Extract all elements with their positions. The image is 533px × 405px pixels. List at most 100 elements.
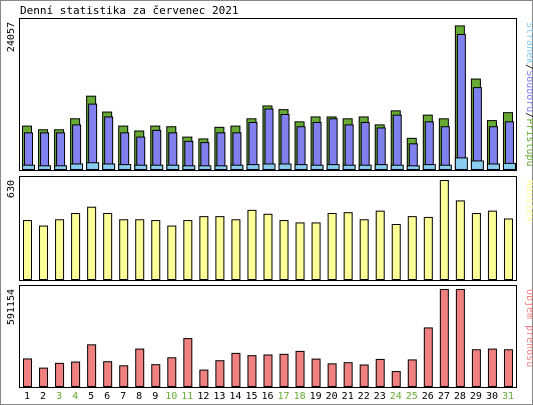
bar-visits [151, 220, 161, 280]
bar-kbytes [167, 357, 177, 387]
bar-visits [103, 213, 113, 280]
bar-files [136, 136, 146, 170]
bar-pages [102, 163, 116, 171]
bar-files [104, 116, 114, 170]
bar-pages [406, 165, 420, 171]
y-max-label: 630 [6, 180, 17, 198]
bar-files [328, 118, 338, 170]
bar-visits [359, 219, 369, 281]
x-tick-label: 12 [197, 391, 209, 402]
bar-visits [343, 212, 353, 280]
x-tick-label: 20 [326, 391, 338, 402]
x-tick-label: 24 [390, 391, 402, 402]
bar-pages [22, 164, 35, 170]
bar-kbytes [199, 369, 209, 388]
bar-visits [87, 206, 97, 280]
bar-kbytes [439, 289, 449, 387]
bar-visits [135, 219, 145, 281]
bar-files [216, 132, 226, 171]
bar-visits [471, 213, 481, 280]
bar-kbytes [487, 348, 497, 388]
bar-files [264, 108, 274, 170]
bar-files [40, 132, 50, 171]
legend-separator: / [524, 64, 533, 70]
bar-kbytes [151, 364, 161, 387]
bar-files [392, 114, 402, 170]
x-tick-label: 15 [245, 391, 257, 402]
legend: Stránek/Souborů/Přístupů [524, 22, 533, 167]
x-tick-label: 6 [104, 391, 110, 402]
bar-pages [134, 164, 148, 170]
bar-kbytes [215, 360, 225, 388]
bar-pages [374, 164, 388, 170]
bar-visits [39, 225, 49, 280]
bar-kbytes [39, 367, 49, 387]
bar-files [488, 126, 498, 170]
x-tick-label: 13 [213, 391, 225, 402]
bar-visits [407, 216, 417, 280]
bar-pages [198, 165, 212, 171]
bar-files [472, 87, 482, 170]
legend-item: Stránek [524, 22, 533, 64]
bar-pages [486, 163, 500, 171]
bar-files [24, 132, 33, 171]
bar-kbytes [295, 350, 305, 387]
x-tick-label: 2 [40, 391, 46, 402]
x-tick-label: 1 [24, 391, 30, 402]
legend-separator: / [524, 112, 533, 118]
legend-item: Objem přenosů [524, 289, 533, 367]
bar-pages [230, 164, 244, 170]
bar-files [152, 129, 162, 171]
bar-visits [247, 209, 257, 281]
bar-kbytes [55, 362, 65, 387]
bar-pages [246, 164, 260, 170]
bar-visits [423, 216, 433, 281]
x-tick-label: 23 [374, 391, 386, 402]
bar-visits [263, 213, 273, 281]
bar-visits [391, 224, 401, 280]
bar-visits [167, 225, 177, 280]
x-tick-label: 26 [422, 391, 434, 402]
bar-kbytes [135, 348, 145, 388]
bar-files [56, 132, 66, 171]
bar-visits [71, 213, 81, 280]
x-tick-label: 19 [310, 391, 322, 402]
bar-pages [358, 164, 372, 170]
bar-pages [326, 164, 340, 170]
bar-visits [295, 222, 305, 281]
bar-pages [182, 165, 196, 171]
bar-files [376, 127, 386, 170]
x-tick-label: 21 [342, 391, 354, 402]
bar-files [120, 132, 130, 171]
bar-visits [455, 200, 465, 280]
bar-pages [38, 165, 52, 171]
y-max-label: 591154 [6, 289, 17, 325]
bar-kbytes [71, 361, 81, 387]
bar-files [72, 124, 82, 170]
legend: Návštěv [524, 180, 533, 222]
x-tick-label: 25 [406, 391, 418, 402]
bar-kbytes [247, 355, 257, 387]
bar-pages [150, 164, 164, 170]
bar-files [296, 126, 306, 170]
bar-kbytes [343, 362, 353, 387]
x-tick-label: 29 [470, 391, 482, 402]
bar-pages [118, 164, 132, 170]
x-tick-label: 10 [165, 391, 177, 402]
bar-visits [199, 216, 209, 280]
bar-kbytes [471, 349, 481, 388]
bar-files [248, 121, 258, 171]
bar-files [184, 140, 194, 170]
bar-pages [502, 162, 516, 170]
legend-item: Přístupů [524, 118, 533, 166]
bar-pages [70, 163, 84, 171]
bar-visits [231, 219, 241, 281]
bar-kbytes [423, 327, 433, 387]
bar-files [280, 114, 290, 171]
bar-files [232, 132, 242, 171]
bar-files [456, 33, 466, 171]
bar-files [424, 121, 434, 170]
bar-kbytes [183, 338, 193, 388]
